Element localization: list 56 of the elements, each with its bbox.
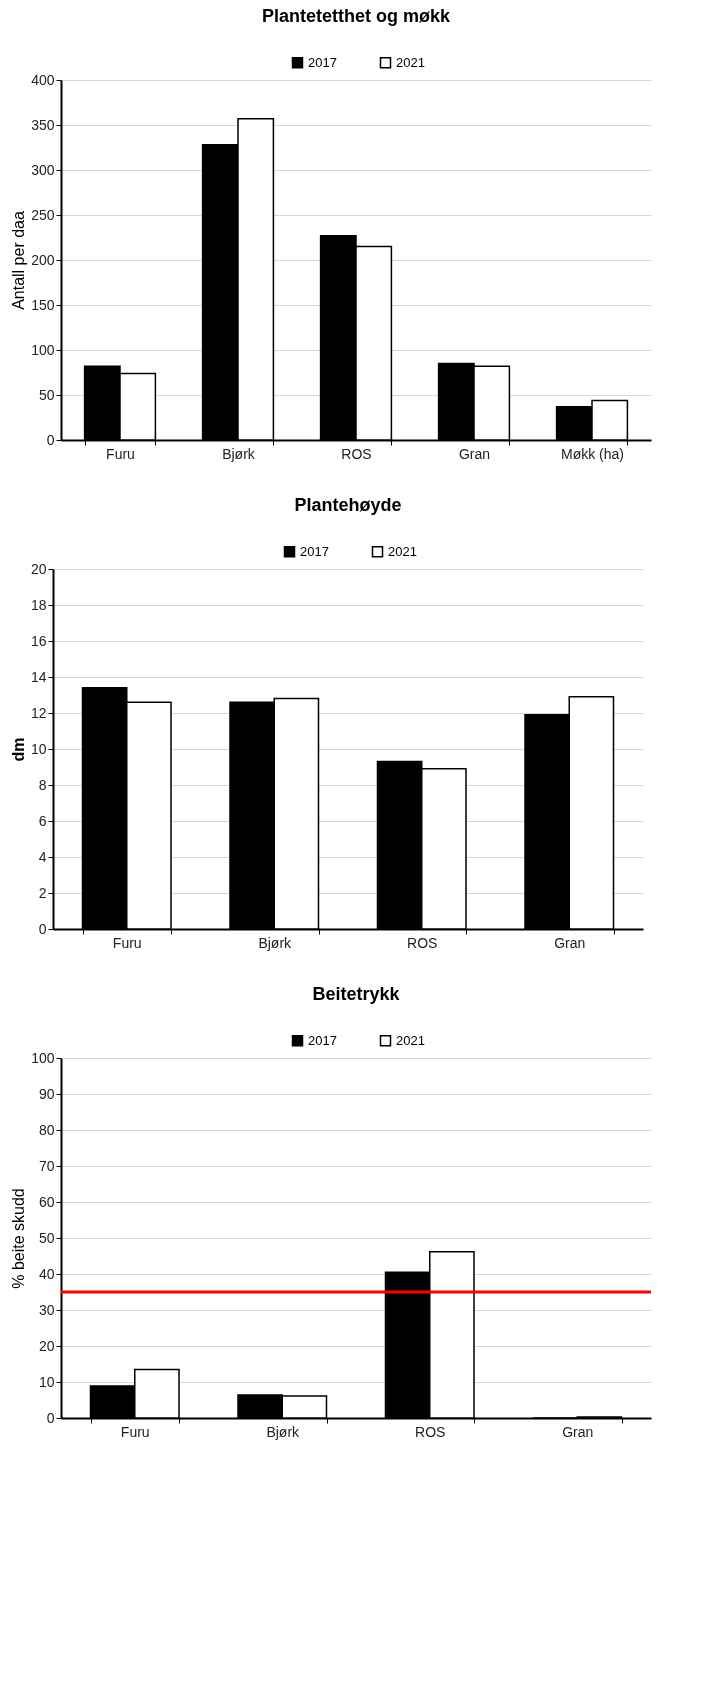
y-tick-label: 250 <box>31 206 55 223</box>
x-tick-label: Møkk (ha) <box>561 445 624 462</box>
chart-title: Plantetetthet og møkk <box>261 6 451 26</box>
y-tick-label: 400 <box>31 71 55 88</box>
y-tick-label: 60 <box>38 1193 55 1210</box>
y-tick-label: 40 <box>38 1265 55 1282</box>
y-tick-label: 6 <box>38 812 47 829</box>
y-tick-label: 16 <box>30 632 47 649</box>
x-tick-label: Gran <box>458 445 491 462</box>
y-tick-label: 10 <box>38 1373 55 1390</box>
y-tick-label: 150 <box>31 296 55 313</box>
y-tick-label: 30 <box>38 1301 55 1318</box>
y-tick-label: 2 <box>38 884 47 901</box>
x-tick-label: Furu <box>112 934 142 951</box>
x-tick-label: Bjørk <box>266 1423 301 1440</box>
x-tick-label: Bjørk <box>258 934 293 951</box>
y-tick-label: 100 <box>31 341 55 358</box>
y-tick-label: 350 <box>31 116 55 133</box>
legend-label: 2017 <box>308 54 337 70</box>
x-tick-label: Gran <box>562 1423 594 1440</box>
y-axis-title: % beite skudd <box>10 1188 28 1289</box>
x-tick-label: Furu <box>106 445 135 462</box>
y-tick-label: 18 <box>30 596 47 613</box>
y-tick-label: 20 <box>38 1337 55 1354</box>
y-tick-label: 50 <box>38 1229 55 1246</box>
y-tick-label: 0 <box>46 431 55 448</box>
x-tick-label: Bjørk <box>222 445 256 462</box>
x-tick-label: ROS <box>407 934 438 951</box>
chart-title: Beitetrykk <box>312 984 401 1004</box>
legend-label: 2017 <box>308 1032 337 1048</box>
legend-label: 2017 <box>300 543 329 559</box>
y-tick-label: 100 <box>31 1049 55 1066</box>
y-tick-label: 0 <box>38 920 47 937</box>
y-tick-label: 0 <box>46 1409 55 1426</box>
y-tick-label: 70 <box>38 1157 55 1174</box>
y-tick-label: 300 <box>31 161 55 178</box>
x-tick-label: Furu <box>120 1423 150 1440</box>
y-tick-label: 20 <box>30 560 47 577</box>
y-tick-label: 90 <box>38 1085 55 1102</box>
y-axis-title: dm <box>9 737 27 762</box>
y-axis-title: Antall per daa <box>10 211 28 310</box>
y-tick-label: 14 <box>30 668 47 685</box>
y-tick-label: 8 <box>38 776 47 793</box>
y-tick-label: 4 <box>38 848 47 865</box>
chart-title: Plantehøyde <box>294 495 402 515</box>
y-tick-label: 10 <box>30 740 47 757</box>
x-tick-label: Gran <box>554 934 586 951</box>
y-tick-label: 200 <box>31 251 55 268</box>
y-tick-label: 50 <box>38 386 55 403</box>
y-tick-label: 12 <box>30 704 47 721</box>
y-tick-label: 80 <box>38 1121 55 1138</box>
x-tick-label: ROS <box>341 445 372 462</box>
legend-label: 2021 <box>396 1032 425 1048</box>
legend-label: 2021 <box>388 543 417 559</box>
x-tick-label: ROS <box>415 1423 446 1440</box>
legend-label: 2021 <box>396 54 425 70</box>
